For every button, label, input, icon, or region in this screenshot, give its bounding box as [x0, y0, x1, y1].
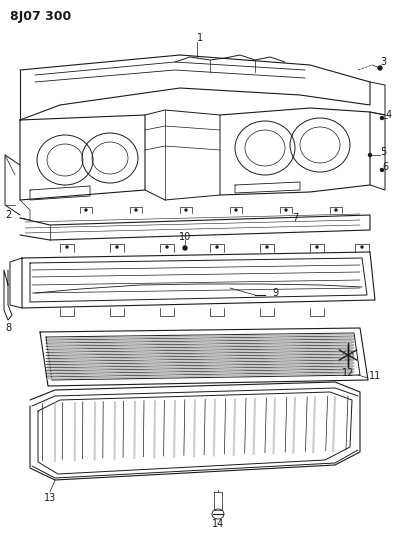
Circle shape: [166, 246, 168, 248]
Circle shape: [216, 246, 218, 248]
Text: 12: 12: [342, 368, 354, 378]
Circle shape: [185, 209, 187, 211]
Circle shape: [183, 246, 187, 250]
Circle shape: [369, 154, 371, 157]
Circle shape: [66, 246, 68, 248]
Text: 5: 5: [380, 147, 386, 157]
Circle shape: [135, 209, 137, 211]
Text: 9: 9: [272, 288, 278, 298]
Circle shape: [266, 246, 268, 248]
Text: 11: 11: [369, 371, 381, 381]
Text: 8J07 300: 8J07 300: [10, 10, 71, 23]
Text: 4: 4: [386, 110, 392, 120]
Circle shape: [335, 209, 337, 211]
Text: 7: 7: [292, 213, 298, 223]
Circle shape: [361, 246, 363, 248]
Text: 2: 2: [5, 210, 11, 220]
Text: 14: 14: [212, 519, 224, 529]
Text: 10: 10: [179, 232, 191, 242]
Circle shape: [380, 168, 384, 172]
Circle shape: [85, 209, 87, 211]
Text: 8: 8: [5, 323, 11, 333]
Circle shape: [380, 117, 384, 119]
Text: 1: 1: [197, 33, 203, 43]
Circle shape: [378, 66, 382, 70]
Circle shape: [116, 246, 118, 248]
Text: 6: 6: [382, 162, 388, 172]
Circle shape: [235, 209, 237, 211]
Text: 3: 3: [380, 57, 386, 67]
Circle shape: [316, 246, 318, 248]
Circle shape: [285, 209, 287, 211]
Text: 13: 13: [44, 493, 56, 503]
